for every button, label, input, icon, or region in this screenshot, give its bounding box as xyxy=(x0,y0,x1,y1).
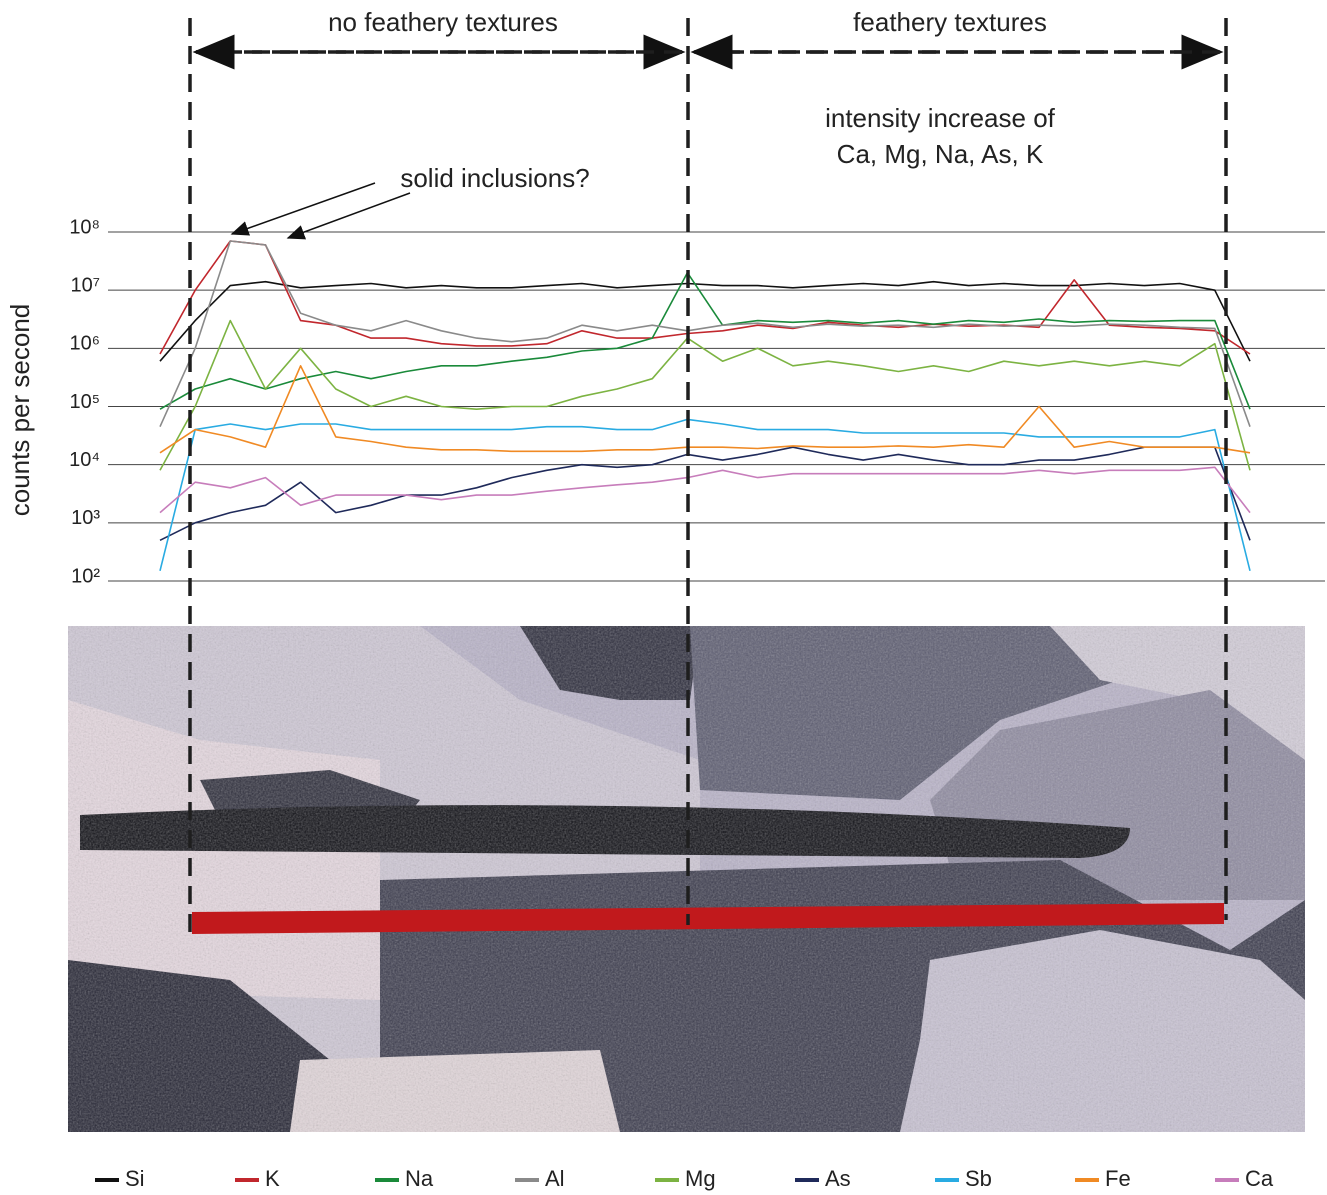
annotation: intensity increase of xyxy=(825,103,1056,133)
photomicrograph xyxy=(68,626,1305,1132)
y-tick-label: 10⁵ xyxy=(69,391,100,413)
annotation: solid inclusions? xyxy=(400,163,589,193)
series-line xyxy=(159,365,1251,454)
y-tick-label: 10² xyxy=(71,565,100,587)
plot-area: 10² 10³ 10⁴ 10⁵ 10⁶ 10⁷ 10⁸ xyxy=(69,216,1325,587)
legend-label: Fe xyxy=(1105,1166,1131,1191)
series-line xyxy=(159,240,1251,355)
legend-label: Si xyxy=(125,1166,145,1191)
y-tick-label: 10⁸ xyxy=(69,216,100,238)
legend: Si K Na Al Mg As Sb Fe Ca xyxy=(95,1166,1274,1191)
laser-track xyxy=(192,903,1224,934)
legend-label: Sb xyxy=(965,1166,992,1191)
y-tick-label: 10³ xyxy=(71,507,100,529)
y-tick-label: 10⁷ xyxy=(71,274,100,296)
series-line xyxy=(159,446,1251,542)
legend-label: As xyxy=(825,1166,851,1191)
legend-label: Al xyxy=(545,1166,565,1191)
legend-label: K xyxy=(265,1166,280,1191)
series-line xyxy=(159,271,1251,410)
series-line xyxy=(159,319,1251,471)
annotation-arrow xyxy=(230,182,376,236)
annotation: feathery textures xyxy=(853,7,1047,37)
y-axis-label: counts per second xyxy=(5,304,35,516)
series-line xyxy=(159,240,1251,428)
annotation-arrow xyxy=(286,192,411,240)
legend-label: Ca xyxy=(1245,1166,1274,1191)
annotation: Ca, Mg, Na, As, K xyxy=(837,139,1044,169)
series-line xyxy=(159,466,1251,514)
y-tick-label: 10⁶ xyxy=(70,333,100,355)
y-tick-label: 10⁴ xyxy=(69,449,100,471)
annotation: no feathery textures xyxy=(328,7,558,37)
series-line xyxy=(159,280,1251,362)
series-line xyxy=(159,418,1251,571)
legend-label: Mg xyxy=(685,1166,716,1191)
legend-label: Na xyxy=(405,1166,434,1191)
